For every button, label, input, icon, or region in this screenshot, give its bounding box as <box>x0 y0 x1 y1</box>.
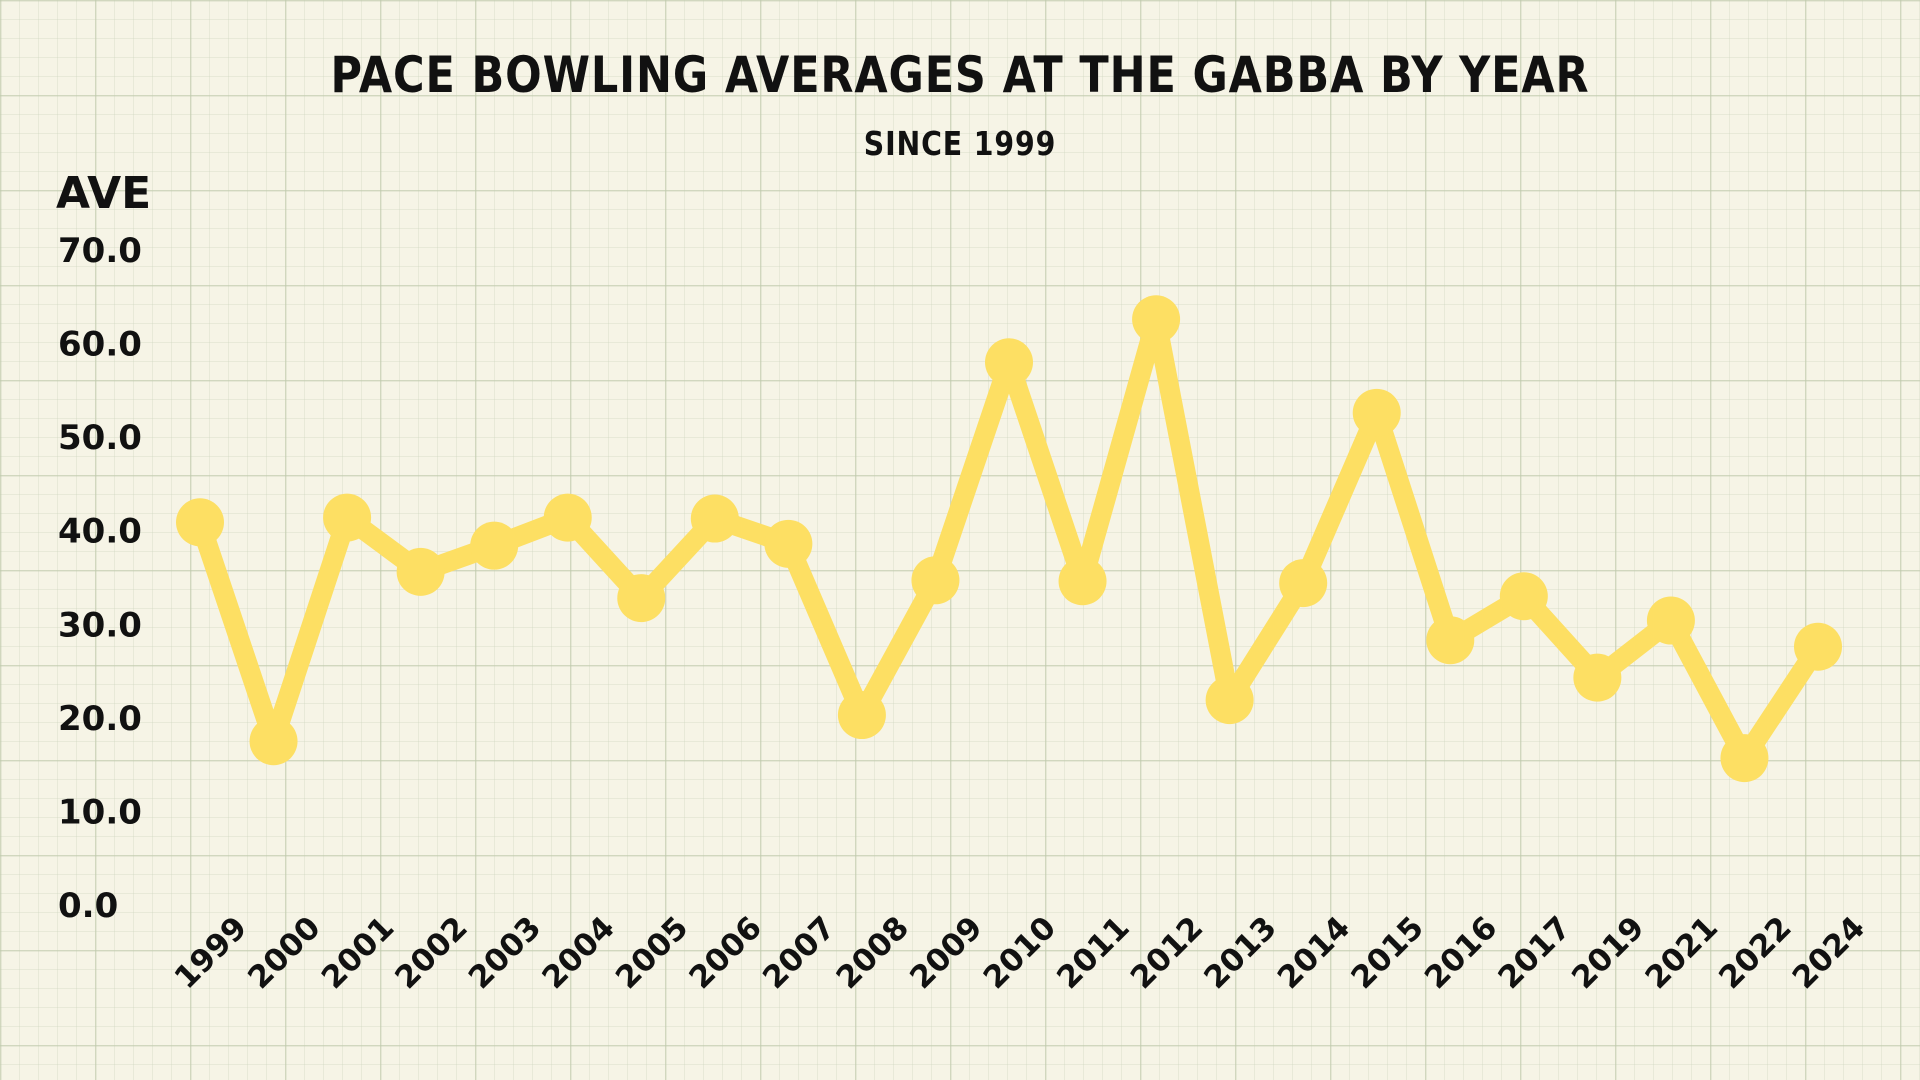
x-tick-label: 2014 <box>1271 910 1357 996</box>
x-tick-label: 2019 <box>1565 910 1651 996</box>
x-tick-label: 1999 <box>168 910 254 996</box>
data-point-2024 <box>1794 622 1842 671</box>
x-tick-label: 2000 <box>241 910 327 996</box>
data-point-2008 <box>837 691 886 740</box>
y-tick-label: 0.0 <box>58 886 118 926</box>
data-point-2010 <box>985 338 1033 387</box>
x-tick-label: 2001 <box>315 910 401 996</box>
chart-subtitle: Since 1999 <box>863 124 1057 163</box>
chart-title: Pace Bowling Averages at the Gabba by Ye… <box>330 46 1590 104</box>
data-point-2002 <box>396 547 445 596</box>
data-point-2012 <box>1132 295 1181 344</box>
data-point-2007 <box>764 519 813 568</box>
data-point-2009 <box>911 556 960 605</box>
x-tick-label: 2017 <box>1492 910 1578 996</box>
x-tick-label: 2021 <box>1639 910 1725 996</box>
data-point-2003 <box>470 521 519 570</box>
y-tick-label: 50.0 <box>58 418 142 458</box>
x-tick-label: 2005 <box>609 910 695 996</box>
x-tick-label: 2002 <box>388 910 474 996</box>
data-point-1999 <box>176 498 224 547</box>
y-tick-label: 10.0 <box>58 792 142 832</box>
data-point-2006 <box>690 494 739 543</box>
x-tick-label: 2003 <box>462 910 548 996</box>
data-point-2019 <box>1573 653 1622 702</box>
x-tick-label: 2009 <box>903 910 989 996</box>
y-tick-label: 30.0 <box>58 605 142 645</box>
y-tick-label: 70.0 <box>58 231 142 271</box>
data-point-2015 <box>1352 388 1401 437</box>
x-tick-label: 2007 <box>756 910 842 996</box>
data-point-2022 <box>1720 734 1769 783</box>
x-tick-label: 2012 <box>1124 910 1210 996</box>
data-point-2016 <box>1426 616 1475 665</box>
x-tick-label: 2006 <box>683 910 769 996</box>
y-axis-label: AVE <box>56 168 152 219</box>
data-point-2014 <box>1279 559 1328 608</box>
y-tick-label: 60.0 <box>58 325 142 365</box>
data-point-2017 <box>1499 572 1548 621</box>
x-tick-label: 2024 <box>1786 910 1872 996</box>
data-point-2013 <box>1205 676 1254 725</box>
x-tick-label: 2010 <box>977 910 1063 996</box>
data-point-2000 <box>249 717 298 766</box>
x-tick-label: 2015 <box>1344 910 1430 996</box>
x-tick-label: 2013 <box>1197 910 1283 996</box>
x-tick-label: 2022 <box>1712 910 1798 996</box>
data-point-2021 <box>1646 596 1695 645</box>
y-tick-label: 40.0 <box>58 512 142 552</box>
data-point-2004 <box>543 493 592 542</box>
x-tick-label: 2011 <box>1050 910 1136 996</box>
x-tick-label: 2008 <box>830 910 916 996</box>
y-tick-label: 20.0 <box>58 699 142 739</box>
data-point-2011 <box>1058 557 1107 606</box>
x-tick-label: 2004 <box>535 910 621 996</box>
data-point-2001 <box>323 493 372 542</box>
x-tick-label: 2016 <box>1418 910 1504 996</box>
data-point-2005 <box>617 574 666 623</box>
